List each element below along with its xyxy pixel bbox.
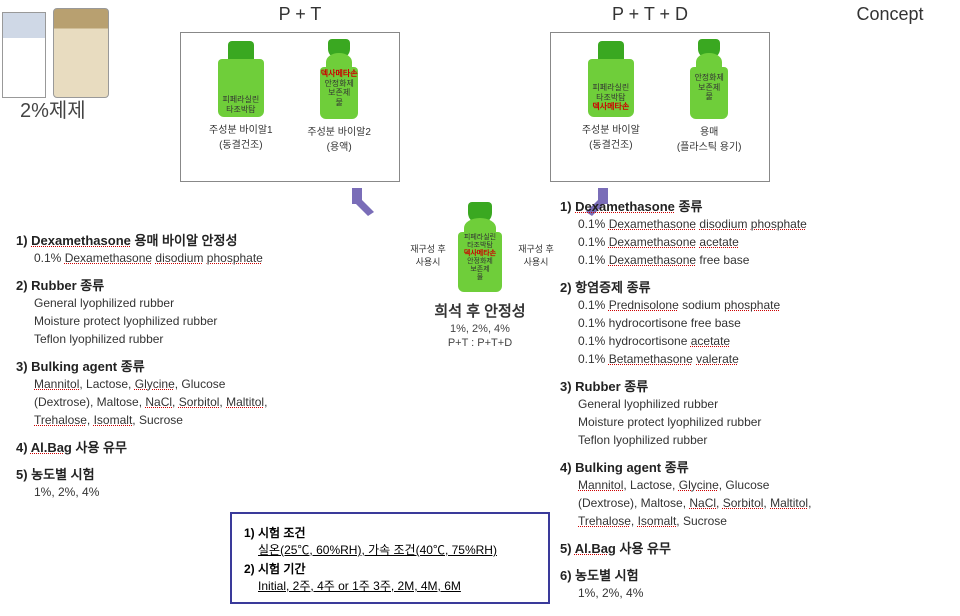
mix-b-line6: 물 — [477, 274, 483, 281]
right-head-1: 1) Dexamethasone 종류 — [560, 196, 940, 215]
ptd-v1-line3: 덱사메타손 — [592, 102, 629, 111]
right-head-5: 5) Al.Bag 사용 유무 — [560, 538, 940, 557]
mix-side-label-left: 재구성 후 사용시 — [408, 242, 448, 268]
right-sub-3-1: General lyophilized rubber — [578, 395, 940, 413]
left-sub-1-1: 0.1% Dexamethasone disodium phosphate — [34, 249, 356, 267]
right-sub-1-1: 0.1% Dexamethasone disodium phosphate — [578, 215, 940, 233]
right-item-4: 4) Bulking agent 종류Mannitol, Lactose, Gl… — [560, 457, 940, 530]
right-sub-2-3: 0.1% hydrocortisone acetate — [578, 332, 940, 350]
mix-sub2: P+T : P+T+D — [390, 337, 570, 349]
ptd-vial2: 안정화제 보존제 물 용매 (플라스틱 용기) — [662, 33, 757, 153]
pt-v1-line1: 피페라실린 — [222, 95, 259, 104]
mix-b-line1: 피페라실린 — [464, 234, 496, 241]
mix-b-line3: 덱사메타손 — [464, 250, 496, 257]
concept-product-2 — [53, 8, 109, 98]
pt-v1-caption: 주성분 바이알1 (동결건조) — [193, 121, 288, 151]
mix-b-line4: 안정화제 — [467, 258, 493, 265]
ptd-v2-line1: 안정화제 — [694, 73, 723, 82]
right-item-3: 3) Rubber 종류General lyophilized rubberMo… — [560, 376, 940, 449]
left-sub-3-2: (Dextrose), Maltose, NaCl, Sorbitol, Mal… — [34, 393, 356, 411]
right-sub-4-3: Trehalose, Isomalt, Sucrose — [578, 512, 940, 530]
right-head-2: 2) 항염증제 종류 — [560, 277, 940, 296]
ptd-v1-line1: 피페라실린 — [592, 83, 629, 92]
arrow-from-pt-icon — [348, 186, 380, 218]
left-sub-5-1: 1%, 2%, 4% — [34, 483, 356, 501]
left-sub-3-1: Mannitol, Lactose, Glycine, Glucose — [34, 375, 356, 393]
mix-b-line5: 보존제 — [470, 266, 489, 273]
ptd-vial-group: 피페라실린 타조박탐 덱사메타손 주성분 바이알 (동결건조) 안정화제 보존제… — [550, 32, 770, 182]
right-item-6: 6) 농도별 시험1%, 2%, 4% — [560, 565, 940, 602]
mix-side-label-right: 재구성 후 사용시 — [516, 242, 556, 268]
pt-vial-group: 피페라실린 타조박탐 주성분 바이알1 (동결건조) 덱사메타손 안정화제 보존… — [180, 32, 400, 182]
ptd-v2-line3: 물 — [705, 92, 712, 101]
left-head-1: 1) Dexamethasone 용매 바이알 안정성 — [16, 230, 356, 249]
left-sub-2-2: Moisture protect lyophilized rubber — [34, 312, 356, 330]
left-item-5: 5) 농도별 시험1%, 2%, 4% — [16, 464, 356, 501]
ptd-vial1: 피페라실린 타조박탐 덱사메타손 주성분 바이알 (동결건조) — [563, 33, 658, 151]
right-sub-3-3: Teflon lyophilized rubber — [578, 431, 940, 449]
left-head-5: 5) 농도별 시험 — [16, 464, 356, 483]
left-sub-3-3: Trehalose, Isomalt, Sucrose — [34, 411, 356, 429]
test-conditions-box: 1) 시험 조건 실온(25℃, 60%RH), 가속 조건(40℃, 75%R… — [230, 512, 550, 604]
right-item-1: 1) Dexamethasone 종류0.1% Dexamethasone di… — [560, 196, 940, 269]
right-sub-6-1: 1%, 2%, 4% — [578, 584, 940, 602]
pt-v2-line4: 물 — [335, 98, 342, 107]
right-head-4: 4) Bulking agent 종류 — [560, 457, 940, 476]
right-head-3: 3) Rubber 종류 — [560, 376, 940, 395]
header-row: 2%제제 P + T P + T + D Concept 피페라실린 타조박탐 … — [0, 4, 960, 184]
left-list: 1) Dexamethasone 용매 바이알 안정성0.1% Dexameth… — [16, 230, 356, 509]
right-sub-3-2: Moisture protect lyophilized rubber — [578, 413, 940, 431]
left-item-4: 4) Al.Bag 사용 유무 — [16, 437, 356, 456]
ptd-v1-line2: 타조박탐 — [596, 93, 625, 102]
concept-header: Concept — [840, 4, 940, 25]
ptd-header: P + T + D — [590, 4, 710, 25]
pt-v1-line2: 타조박탐 — [226, 105, 255, 114]
left-item-3: 3) Bulking agent 종류Mannitol, Lactose, Gl… — [16, 356, 356, 429]
cond-h1: 1) 시험 조건 — [244, 524, 536, 541]
mix-sub1: 1%, 2%, 4% — [390, 323, 570, 335]
right-item-5: 5) Al.Bag 사용 유무 — [560, 538, 940, 557]
ptd-v2-line2: 보존제 — [698, 83, 720, 92]
right-item-2: 2) 항염증제 종류0.1% Prednisolone sodium phosp… — [560, 277, 940, 368]
cond-s2: Initial, 2주, 4주 or 1주 3주, 2M, 4M, 6M — [258, 577, 536, 594]
right-sub-4-1: Mannitol, Lactose, Glycine, Glucose — [578, 476, 940, 494]
right-sub-1-2: 0.1% Dexamethasone acetate — [578, 233, 940, 251]
right-head-6: 6) 농도별 시험 — [560, 565, 940, 584]
cond-h2: 2) 시험 기간 — [244, 560, 536, 577]
left-head-3: 3) Bulking agent 종류 — [16, 356, 356, 375]
left-head-2: 2) Rubber 종류 — [16, 275, 356, 294]
left-sub-2-3: Teflon lyophilized rubber — [34, 330, 356, 348]
cond-s1: 실온(25℃, 60%RH), 가속 조건(40℃, 75%RH) — [258, 541, 536, 558]
left-head-4: 4) Al.Bag 사용 유무 — [16, 437, 356, 456]
right-sub-4-2: (Dextrose), Maltose, NaCl, Sorbitol, Mal… — [578, 494, 940, 512]
left-item-1: 1) Dexamethasone 용매 바이알 안정성0.1% Dexameth… — [16, 230, 356, 267]
pt-v2-line2: 안정화제 — [324, 79, 353, 88]
ptd-v2-caption: 용매 (플라스틱 용기) — [662, 123, 757, 153]
right-sub-2-1: 0.1% Prednisolone sodium phosphate — [578, 296, 940, 314]
mix-title: 희석 후 안정성 — [390, 300, 570, 321]
right-list: 1) Dexamethasone 종류0.1% Dexamethasone di… — [560, 196, 940, 610]
concept-product-1 — [2, 12, 46, 98]
pt-v2-line3: 보존제 — [328, 88, 350, 97]
left-sub-2-1: General lyophilized rubber — [34, 294, 356, 312]
right-sub-1-3: 0.1% Dexamethasone free base — [578, 251, 940, 269]
right-sub-2-2: 0.1% hydrocortisone free base — [578, 314, 940, 332]
pt-vial2: 덱사메타손 안정화제 보존제 물 주성분 바이알2 (용액) — [292, 33, 387, 153]
pt-v2-caption: 주성분 바이알2 (용액) — [292, 123, 387, 153]
left-item-2: 2) Rubber 종류General lyophilized rubberMo… — [16, 275, 356, 348]
pt-vial1: 피페라실린 타조박탐 주성분 바이알1 (동결건조) — [193, 33, 288, 151]
mix-b-line2: 타조박탐 — [467, 242, 493, 249]
pt-v2-line1: 덱사메타손 — [321, 69, 358, 78]
right-sub-2-4: 0.1% Betamethasone valerate — [578, 350, 940, 368]
ptd-v1-caption: 주성분 바이알 (동결건조) — [563, 121, 658, 151]
pt-header: P + T — [250, 4, 350, 25]
center-mix-block: 재구성 후 사용시 재구성 후 사용시 피페라실린 타조박탐 덱사메타손 안정화… — [390, 202, 570, 349]
formulation-title: 2%제제 — [20, 94, 86, 123]
